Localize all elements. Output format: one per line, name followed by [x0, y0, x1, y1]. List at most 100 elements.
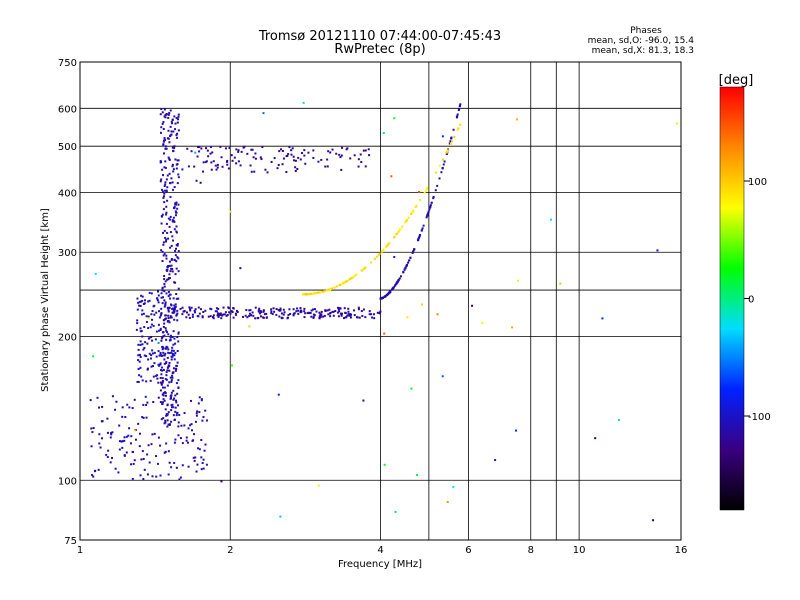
- data-point: [168, 172, 171, 175]
- data-point: [130, 463, 133, 466]
- data-point: [413, 248, 416, 251]
- data-point: [193, 165, 196, 168]
- data-point: [163, 362, 166, 365]
- data-point: [170, 394, 173, 397]
- data-point: [160, 292, 163, 295]
- data-point: [217, 312, 220, 315]
- data-point: [169, 231, 172, 234]
- data-point: [174, 210, 177, 213]
- data-point: [196, 410, 199, 413]
- data-point: [434, 189, 437, 192]
- data-point: [349, 157, 352, 160]
- data-point: [155, 374, 158, 377]
- data-point: [146, 453, 149, 456]
- data-point: [160, 108, 163, 111]
- data-point: [170, 379, 173, 382]
- data-point: [170, 303, 173, 306]
- data-point: [109, 436, 112, 439]
- data-point: [395, 282, 398, 285]
- data-point: [170, 351, 173, 354]
- data-point: [346, 314, 349, 317]
- data-point: [331, 310, 334, 313]
- data-point: [153, 313, 156, 316]
- data-point: [290, 153, 293, 156]
- data-point: [164, 421, 167, 424]
- data-point: [451, 140, 454, 143]
- data-point: [195, 414, 198, 417]
- data-point: [107, 449, 110, 452]
- data-point: [176, 136, 179, 139]
- data-point: [167, 351, 170, 354]
- data-point: [171, 235, 174, 238]
- data-point: [131, 407, 134, 410]
- data-point: [145, 315, 148, 318]
- data-point: [415, 204, 418, 207]
- data-point: [174, 281, 177, 284]
- data-point: [332, 310, 335, 313]
- data-point: [172, 130, 175, 133]
- data-point: [168, 264, 171, 267]
- data-point: [327, 313, 330, 316]
- data-point: [320, 314, 323, 317]
- data-point: [159, 353, 162, 356]
- data-point: [362, 308, 365, 311]
- data-point: [151, 364, 154, 367]
- data-point: [138, 353, 141, 356]
- data-point: [198, 145, 201, 148]
- data-point: [138, 360, 141, 363]
- data-point: [257, 309, 260, 312]
- data-point: [286, 317, 289, 320]
- data-point: [481, 321, 484, 324]
- data-point: [204, 161, 207, 164]
- data-point: [378, 311, 381, 314]
- data-point: [142, 312, 145, 315]
- data-point: [248, 309, 251, 312]
- data-point: [398, 277, 401, 280]
- data-point: [222, 313, 225, 316]
- data-point: [180, 424, 183, 427]
- data-point: [164, 160, 167, 163]
- data-point: [441, 135, 444, 138]
- data-point: [335, 285, 338, 288]
- data-point: [159, 161, 162, 164]
- data-point: [164, 116, 167, 119]
- data-point: [232, 307, 235, 310]
- data-point: [601, 317, 604, 320]
- data-point: [161, 296, 164, 299]
- data-point: [163, 354, 166, 357]
- data-point: [160, 339, 163, 342]
- data-point: [330, 287, 333, 290]
- data-point: [162, 394, 165, 397]
- stats-line-x: mean, sd,X: 81.3, 18.3: [592, 46, 694, 56]
- data-point: [172, 239, 175, 242]
- x-tick-label: 1: [77, 545, 83, 556]
- data-point: [174, 406, 177, 409]
- data-point: [165, 378, 168, 381]
- data-point: [361, 268, 364, 271]
- data-point: [259, 310, 262, 313]
- data-point: [164, 327, 167, 330]
- data-point: [132, 462, 135, 465]
- data-point: [209, 315, 212, 318]
- data-point: [157, 290, 160, 293]
- data-point: [224, 147, 227, 150]
- data-point: [233, 156, 236, 159]
- data-point: [408, 259, 411, 262]
- data-point: [169, 336, 172, 339]
- y-tick-label: 400: [58, 188, 77, 199]
- data-point: [177, 159, 180, 162]
- data-point: [442, 158, 445, 161]
- data-point: [177, 404, 180, 407]
- data-point: [200, 456, 203, 459]
- data-point: [347, 310, 350, 313]
- data-point: [177, 425, 180, 428]
- data-point: [299, 158, 302, 161]
- data-point: [167, 237, 170, 240]
- data-point: [177, 287, 180, 290]
- data-point: [302, 101, 305, 104]
- data-point: [166, 278, 169, 281]
- data-point: [157, 294, 160, 297]
- data-point: [159, 351, 162, 354]
- data-point: [175, 414, 178, 417]
- data-point: [165, 338, 168, 341]
